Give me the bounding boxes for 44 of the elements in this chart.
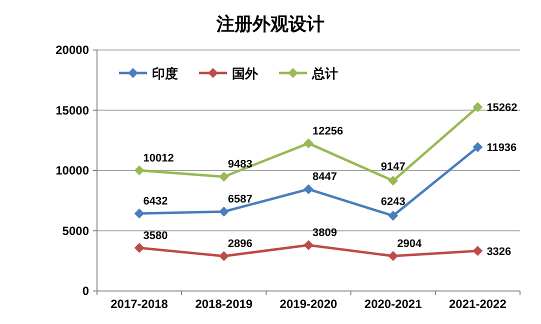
data-label: 3809 bbox=[312, 227, 337, 240]
point bbox=[218, 251, 229, 262]
point bbox=[388, 251, 398, 262]
point bbox=[472, 102, 483, 112]
x-tick-label: 2020-2021 bbox=[364, 297, 422, 311]
y-tick-label: 20000 bbox=[56, 43, 90, 57]
point bbox=[218, 172, 229, 182]
data-label: 6243 bbox=[380, 196, 406, 208]
y-tick-label: 5000 bbox=[62, 224, 90, 238]
point bbox=[472, 246, 483, 256]
data-label: 3326 bbox=[486, 246, 512, 258]
point bbox=[388, 210, 398, 221]
point bbox=[472, 142, 483, 152]
x-tick-label: 2017-2018 bbox=[110, 297, 168, 311]
legend-label: 国外 bbox=[232, 66, 259, 81]
data-label: 10012 bbox=[143, 152, 174, 164]
y-tick-label: 10000 bbox=[56, 164, 90, 178]
point bbox=[134, 165, 144, 176]
data-label: 11936 bbox=[486, 142, 517, 154]
x-tick-label: 2019-2020 bbox=[280, 297, 338, 311]
point bbox=[304, 138, 314, 148]
point bbox=[304, 240, 314, 250]
point bbox=[134, 208, 144, 218]
point bbox=[388, 176, 398, 186]
data-label: 3580 bbox=[143, 230, 168, 242]
data-label: 6587 bbox=[228, 194, 252, 206]
data-label: 2904 bbox=[397, 238, 422, 250]
y-tick-label: 0 bbox=[82, 284, 90, 298]
data-label: 8447 bbox=[312, 171, 337, 184]
legend-label: 总计 bbox=[311, 66, 338, 81]
data-label: 12256 bbox=[312, 125, 344, 138]
x-tick-label: 2018-2019 bbox=[195, 297, 253, 311]
data-label: 6432 bbox=[143, 195, 168, 208]
data-label: 9147 bbox=[380, 160, 406, 173]
point bbox=[218, 206, 229, 217]
data-label: 9483 bbox=[228, 158, 252, 171]
data-label: 2896 bbox=[228, 238, 252, 250]
data-label: 15262 bbox=[486, 102, 518, 114]
x-tick-label: 2021-2022 bbox=[449, 297, 507, 311]
legend-label: 印度 bbox=[152, 66, 178, 81]
chart-title: 注册外观设计 bbox=[216, 14, 324, 34]
point bbox=[134, 242, 144, 253]
y-tick-label: 15000 bbox=[56, 103, 90, 118]
point bbox=[304, 184, 314, 194]
